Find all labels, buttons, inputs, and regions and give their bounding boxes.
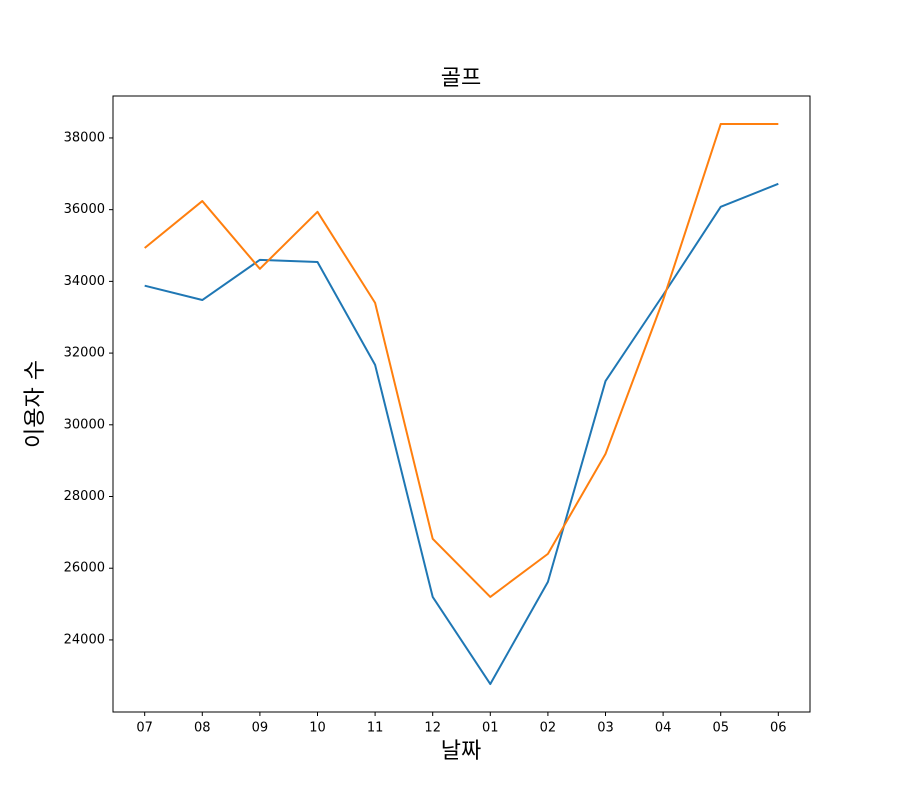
x-tick-label: 03 — [597, 721, 614, 736]
y-axis-label: 이용자 수 — [23, 360, 48, 448]
y-tick-label: 32000 — [64, 346, 105, 361]
x-tick-label: 08 — [194, 721, 211, 736]
line-series — [144, 182, 779, 686]
axes-frame — [112, 95, 811, 713]
y-tick-label: 24000 — [64, 632, 105, 647]
y-tick-label: 36000 — [64, 202, 105, 217]
x-tick-label: 12 — [424, 721, 441, 736]
x-tick-label: 06 — [770, 721, 787, 736]
y-tick-label: 30000 — [64, 417, 105, 432]
x-tick-label: 01 — [482, 721, 499, 736]
x-tick-label: 07 — [136, 721, 153, 736]
x-tick-label: 05 — [712, 721, 729, 736]
x-tick-label: 10 — [309, 721, 326, 736]
x-tick-label: 11 — [367, 721, 384, 736]
y-tick-label: 28000 — [64, 489, 105, 504]
x-tick-label: 04 — [655, 721, 672, 736]
y-tick-label: 38000 — [64, 130, 105, 145]
line-series — [144, 122, 779, 598]
x-tick-label: 09 — [252, 721, 269, 736]
chart-title: 골프 — [441, 66, 481, 91]
y-tick-label: 34000 — [64, 274, 105, 289]
x-tick-label: 02 — [540, 721, 557, 736]
y-tick-label: 26000 — [64, 561, 105, 576]
x-axis-label: 날짜 — [441, 739, 481, 764]
